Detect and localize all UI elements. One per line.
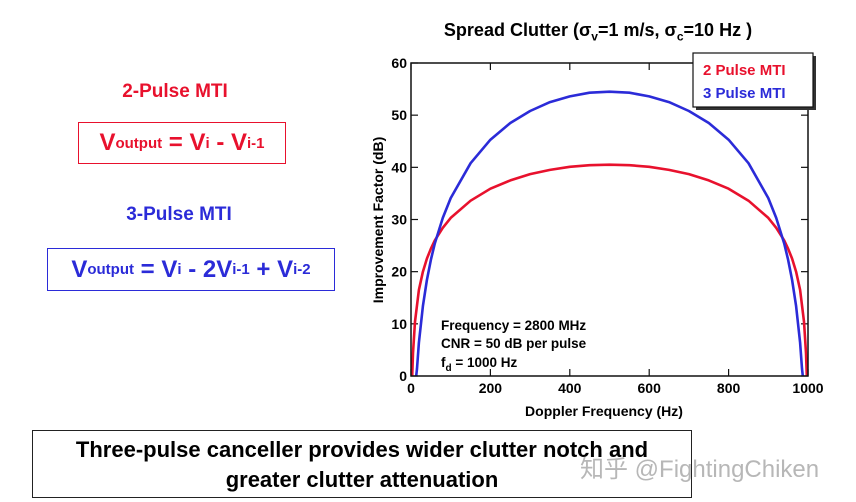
y-tick-label: 0 [399, 368, 407, 384]
y-tick-label: 40 [391, 159, 407, 175]
annotation-frequency: Frequency = 2800 MHz [441, 318, 586, 333]
conclusion-line-2: greater clutter attenuation [225, 467, 499, 492]
formula-operator: = [162, 129, 190, 156]
y-tick-label: 10 [391, 316, 407, 332]
y-tick-label: 50 [391, 107, 407, 123]
legend-entry-2-pulse: 2 Pulse MTI [703, 62, 786, 79]
y-tick-label: 60 [391, 55, 407, 71]
formula-term: V [231, 129, 248, 156]
x-tick-label: 400 [558, 380, 582, 396]
title-value: =10 Hz ) [683, 20, 753, 40]
conclusion-box: Three-pulse canceller provides wider clu… [32, 430, 692, 498]
x-tick-label: 0 [407, 380, 415, 396]
fd-value: = 1000 Hz [452, 355, 518, 370]
legend: 2 Pulse MTI 3 Pulse MTI [692, 52, 816, 110]
formula-subscript: i-1 [247, 134, 265, 152]
formula-subscript: output [115, 134, 163, 152]
three-pulse-heading: 3-Pulse MTI [126, 204, 232, 225]
formula-operator: = [134, 255, 162, 283]
formula-subscript: i-1 [232, 261, 250, 278]
x-axis-label: Doppler Frequency (Hz) [525, 403, 683, 419]
formula-operator: - [209, 129, 231, 156]
fd-subscript: d [446, 363, 452, 374]
formula-term: V [216, 255, 233, 283]
y-tick-label: 20 [391, 264, 407, 280]
formula-subscript: output [87, 261, 134, 278]
two-pulse-heading: 2-Pulse MTI [122, 81, 228, 102]
x-tick-label: 800 [717, 380, 741, 396]
watermark: 知乎 @FightingChiken [580, 456, 820, 483]
formula-subscript: i-2 [293, 261, 311, 278]
x-tick-label: 1000 [792, 380, 823, 396]
title-subscript: v [591, 29, 598, 44]
legend-entry-3-pulse: 3 Pulse MTI [703, 85, 786, 102]
formula-operator: - 2 [181, 255, 217, 283]
formula-term: V [71, 255, 88, 283]
formula-operator: + [249, 255, 278, 283]
conclusion-line-1: Three-pulse canceller provides wider clu… [75, 437, 649, 462]
formula-subscript: i [205, 134, 210, 152]
plot-frame [410, 62, 809, 377]
legend-box [692, 52, 814, 108]
formula-term: V [161, 255, 178, 283]
formula-term: V [189, 129, 206, 156]
y-axis-label: Improvement Factor (dB) [370, 137, 386, 303]
annotation-fd: fd = 1000 Hz [441, 355, 518, 374]
sigma-symbol: σ [578, 20, 592, 40]
title-value: =1 m/s, [597, 20, 665, 40]
formula-term: V [277, 255, 294, 283]
formula-subscript: i [177, 261, 182, 278]
chart-title: Spread Clutter (σv=1 m/s, σc=10 Hz ) [360, 20, 836, 44]
series-line-3-pulse [414, 90, 805, 377]
formula-term: V [99, 129, 116, 156]
y-tick-label: 30 [391, 212, 407, 228]
series-line-2-pulse [410, 163, 809, 377]
x-tick-label: 200 [479, 380, 503, 396]
fd-symbol: f [441, 355, 446, 370]
annotation-cnr: CNR = 50 dB per pulse [441, 336, 587, 351]
x-tick-label: 600 [638, 380, 662, 396]
sigma-symbol: σ [664, 20, 677, 40]
title-prefix: Spread Clutter ( [443, 20, 579, 40]
title-subscript: c [676, 29, 684, 44]
